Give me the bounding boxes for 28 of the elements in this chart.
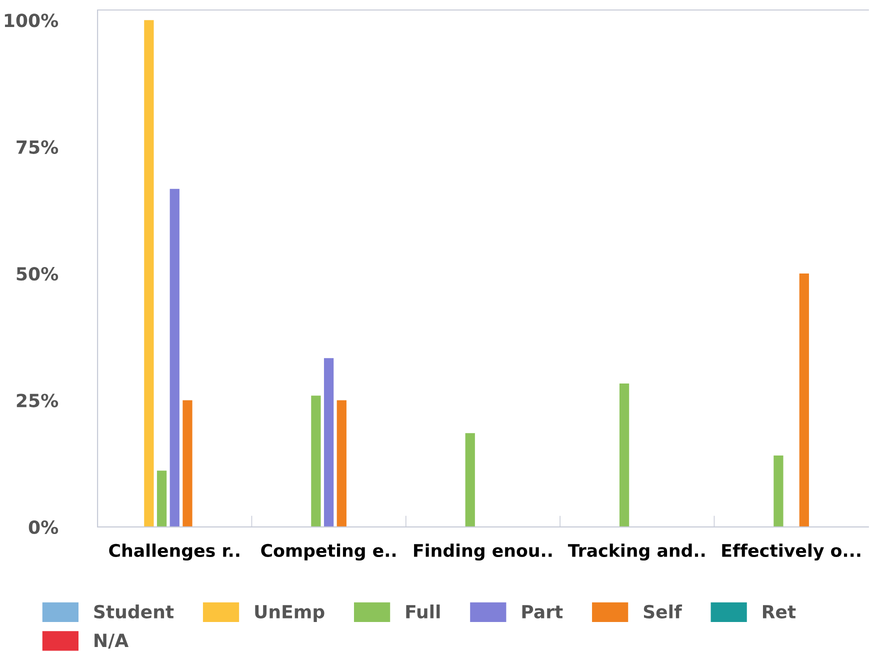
bar — [619, 384, 630, 527]
legend-label: Self — [644, 604, 682, 619]
bar — [465, 433, 475, 527]
legend-label: UnEmp — [255, 605, 324, 622]
x-tick-label: Tracking and.. — [568, 544, 705, 561]
y-tick-label: 50% — [16, 266, 58, 281]
bar — [144, 20, 154, 527]
bar — [774, 455, 784, 527]
x-tick-label: Effectively o... — [722, 544, 860, 561]
legend-label: Part — [522, 605, 563, 619]
bar — [156, 470, 167, 527]
bar — [182, 400, 192, 527]
legend-label: N/A — [94, 634, 129, 649]
x-tick-label: Finding enou.. — [414, 544, 552, 561]
bar — [336, 400, 346, 527]
legend-label: Full — [406, 604, 440, 619]
y-tick-label: 75% — [16, 140, 58, 154]
legend-label: Student — [94, 604, 174, 619]
y-tick-label: 25% — [16, 394, 58, 408]
y-tick-label: 0% — [28, 520, 58, 534]
x-tick-label: Challenges r.. — [109, 544, 240, 561]
y-tick-label: 100% — [4, 14, 58, 28]
legend-label: Ret — [762, 605, 796, 619]
bar — [311, 396, 321, 527]
bar — [170, 188, 180, 527]
bar — [324, 358, 334, 527]
x-tick-label: Competing e.. — [261, 544, 396, 561]
bar — [799, 274, 809, 527]
